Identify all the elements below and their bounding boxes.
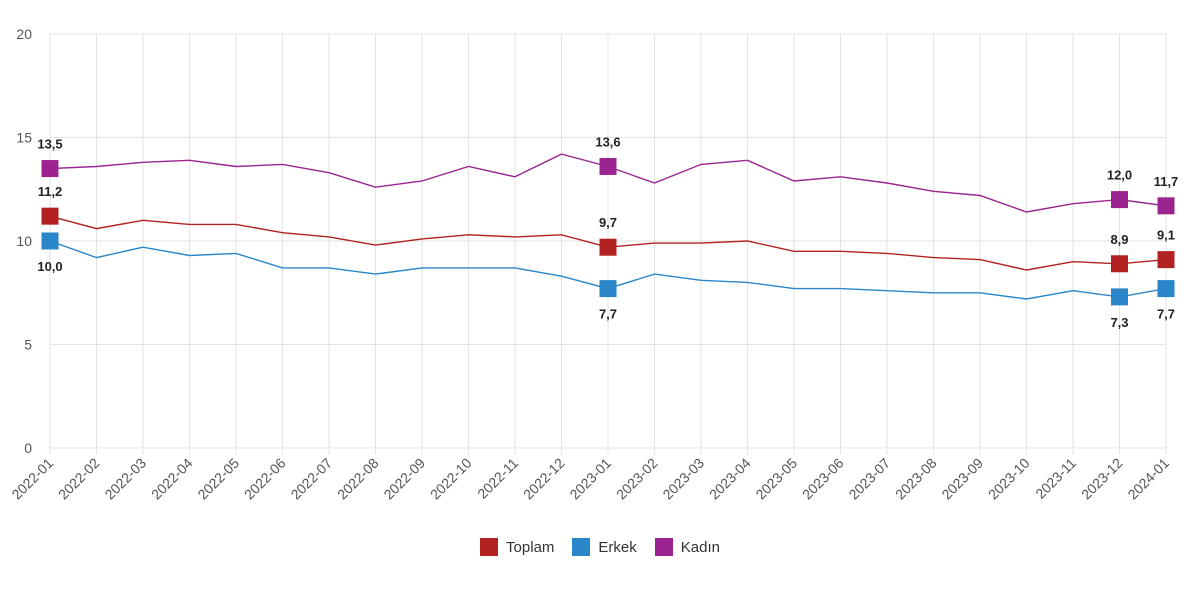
x-tick-label: 2022-05 [194,455,242,503]
x-axis-ticks: 2022-012022-022022-032022-042022-052022-… [8,455,1172,503]
data-label-kad-n: 11,7 [1154,174,1179,189]
marker-kad-n[interactable] [41,160,59,178]
x-tick-label: 2023-12 [1078,455,1126,503]
data-label-kad-n: 13,6 [595,134,620,149]
data-label-erkek: 10,0 [37,259,62,274]
marker-toplam[interactable] [41,207,59,225]
marker-erkek[interactable] [41,232,59,250]
data-label-erkek: 7,7 [599,307,617,322]
legend-swatch-erkek [572,538,591,556]
data-labels: 11,2 9,7 8,9 9,1 10,0 7,7 7,3 7,7 13,5 13,6 12,0 11… [37,134,1178,329]
legend-swatch-kadin [654,538,673,556]
legend-item-kadin[interactable]: Kadın [654,538,720,556]
x-tick-label: 2023-05 [752,455,800,503]
x-tick-label: 2023-02 [613,455,661,503]
x-tick-label: 2022-03 [101,455,149,503]
x-tick-label: 2022-09 [380,455,428,503]
y-tick-label: 15 [16,130,32,146]
x-tick-label: 2022-12 [520,455,568,503]
legend-item-erkek[interactable]: Erkek [572,538,637,556]
x-tick-label: 2023-04 [706,455,754,503]
data-label-toplam: 9,1 [1157,228,1175,243]
x-tick-label: 2022-11 [474,455,521,502]
x-tick-label: 2022-04 [148,455,196,503]
series-markers [41,157,1175,306]
marker-kad-n[interactable] [599,157,617,175]
x-tick-label: 2024-01 [1124,455,1172,503]
x-tick-label: 2023-09 [938,455,986,503]
y-tick-label: 20 [16,26,32,42]
y-tick-label: 5 [24,337,32,353]
data-label-erkek: 7,7 [1157,307,1175,322]
legend-label-kadin: Kadın [680,538,720,556]
x-tick-label: 2023-11 [1032,455,1079,502]
legend-swatch-toplam [480,538,499,556]
x-tick-label: 2023-08 [892,455,940,503]
y-axis-ticks: 0 5 10 15 20 [16,26,32,456]
x-tick-label: 2022-01 [8,455,56,503]
marker-kad-n[interactable] [1111,191,1128,209]
x-tick-label: 2022-06 [241,455,289,503]
legend-item-toplam[interactable]: Toplam [480,538,554,556]
x-tick-label: 2022-08 [334,455,382,503]
data-label-toplam: 8,9 [1110,232,1128,247]
legend: Toplam Erkek Kadın [0,538,1200,556]
marker-kad-n[interactable] [1157,197,1175,215]
x-tick-label: 2023-03 [659,455,707,503]
data-label-kad-n: 12,0 [1107,168,1132,183]
data-label-erkek: 7,3 [1110,315,1128,330]
legend-label-erkek: Erkek [598,538,637,556]
marker-toplam[interactable] [1111,255,1128,273]
x-tick-label: 2023-01 [566,455,614,503]
y-tick-label: 10 [16,233,32,249]
data-label-toplam: 9,7 [599,215,617,230]
x-tick-label: 2022-02 [55,455,103,503]
data-label-kad-n: 13,5 [37,137,62,152]
marker-erkek[interactable] [599,280,617,298]
marker-erkek[interactable] [1157,280,1175,298]
marker-toplam[interactable] [1157,251,1175,269]
marker-toplam[interactable] [599,238,617,256]
x-tick-label: 2022-07 [287,455,335,503]
x-tick-label: 2023-07 [845,455,893,503]
x-tick-label: 2023-06 [799,455,847,503]
legend-label-toplam: Toplam [506,538,555,556]
y-tick-label: 0 [24,440,32,456]
x-tick-label: 2023-10 [985,455,1033,503]
marker-erkek[interactable] [1111,288,1128,306]
data-label-toplam: 11,2 [38,184,63,199]
x-tick-label: 2022-10 [427,455,475,503]
